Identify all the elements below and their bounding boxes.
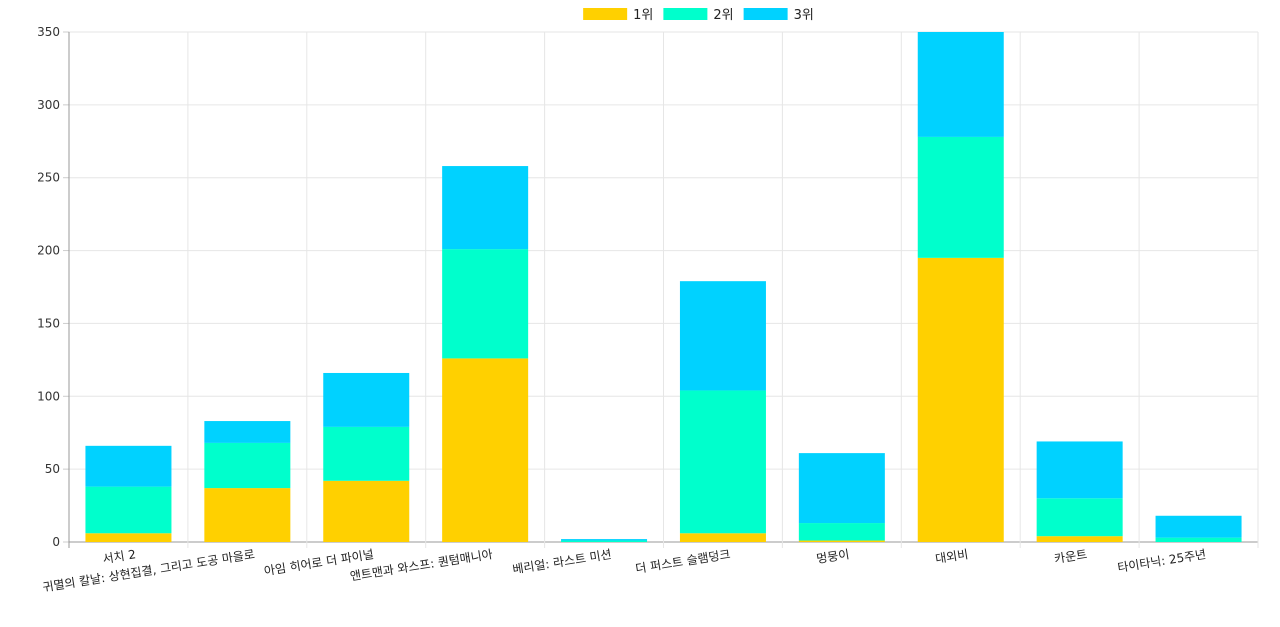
bar-segment-2[interactable] xyxy=(561,540,648,542)
bar-segment-2[interactable] xyxy=(917,136,1004,258)
legend-label: 2위 xyxy=(713,8,733,23)
bar-segment-3[interactable] xyxy=(323,372,410,427)
bar-segment-1[interactable] xyxy=(798,540,885,542)
y-tick-label: 150 xyxy=(37,316,60,330)
bar-segment-3[interactable] xyxy=(917,32,1004,137)
y-tick-label: 250 xyxy=(37,171,60,185)
bar-segment-3[interactable] xyxy=(679,281,766,391)
bar-segment-1[interactable] xyxy=(1036,536,1123,542)
bar-segment-1[interactable] xyxy=(442,358,529,542)
bar-segment-3[interactable] xyxy=(1155,515,1242,538)
x-category-label: 카운트 xyxy=(1053,547,1088,566)
x-category-label: 베리얼: 라스트 미션 xyxy=(512,547,613,576)
bar-segment-3[interactable] xyxy=(85,445,172,487)
bar-segment-3[interactable] xyxy=(204,421,291,443)
legend-label: 3위 xyxy=(794,8,814,23)
bar-segment-1[interactable] xyxy=(917,257,1004,542)
bar-segment-3[interactable] xyxy=(561,539,648,541)
legend-label: 1위 xyxy=(633,8,653,23)
x-category-label: 더 퍼스트 슬램덩크 xyxy=(634,547,731,576)
x-category-label: 서치 2 xyxy=(102,547,137,566)
bar-segment-1[interactable] xyxy=(85,533,172,542)
x-category-label: 멍뭉이 xyxy=(815,547,850,566)
legend-swatch[interactable] xyxy=(743,8,788,20)
bar-segment-1[interactable] xyxy=(679,533,766,542)
grid xyxy=(68,31,1259,548)
legend-swatch[interactable] xyxy=(663,8,708,20)
legend-swatch[interactable] xyxy=(583,8,628,20)
y-tick-label: 50 xyxy=(45,462,60,476)
x-category-label: 귀멸의 칼날: 상현집결, 그리고 도공 마을로 xyxy=(42,547,256,594)
x-category-label: 대외비 xyxy=(934,547,969,566)
bar-segment-2[interactable] xyxy=(442,249,529,359)
bar-segment-3[interactable] xyxy=(1036,441,1123,499)
legend: 1위 2위 3위 xyxy=(583,8,814,23)
bar-segment-2[interactable] xyxy=(1155,537,1242,542)
bars xyxy=(85,32,1242,542)
x-category-label: 타이타닉: 25주년 xyxy=(1117,547,1207,575)
bar-segment-2[interactable] xyxy=(1036,498,1123,537)
bar-segment-2[interactable] xyxy=(679,390,766,534)
bar-segment-2[interactable] xyxy=(204,442,291,489)
y-tick-label: 300 xyxy=(37,98,60,112)
y-tick-label: 200 xyxy=(37,244,60,258)
y-tick-label: 0 xyxy=(52,535,60,549)
bar-segment-3[interactable] xyxy=(442,166,529,250)
bar-segment-2[interactable] xyxy=(85,486,172,534)
bar-segment-3[interactable] xyxy=(798,453,885,524)
y-tick-label: 350 xyxy=(37,25,60,39)
y-tick-label: 100 xyxy=(37,389,60,403)
bar-segment-1[interactable] xyxy=(323,480,410,542)
bar-segment-2[interactable] xyxy=(798,523,885,541)
bar-segment-1[interactable] xyxy=(204,488,291,542)
bar-segment-2[interactable] xyxy=(323,426,410,481)
